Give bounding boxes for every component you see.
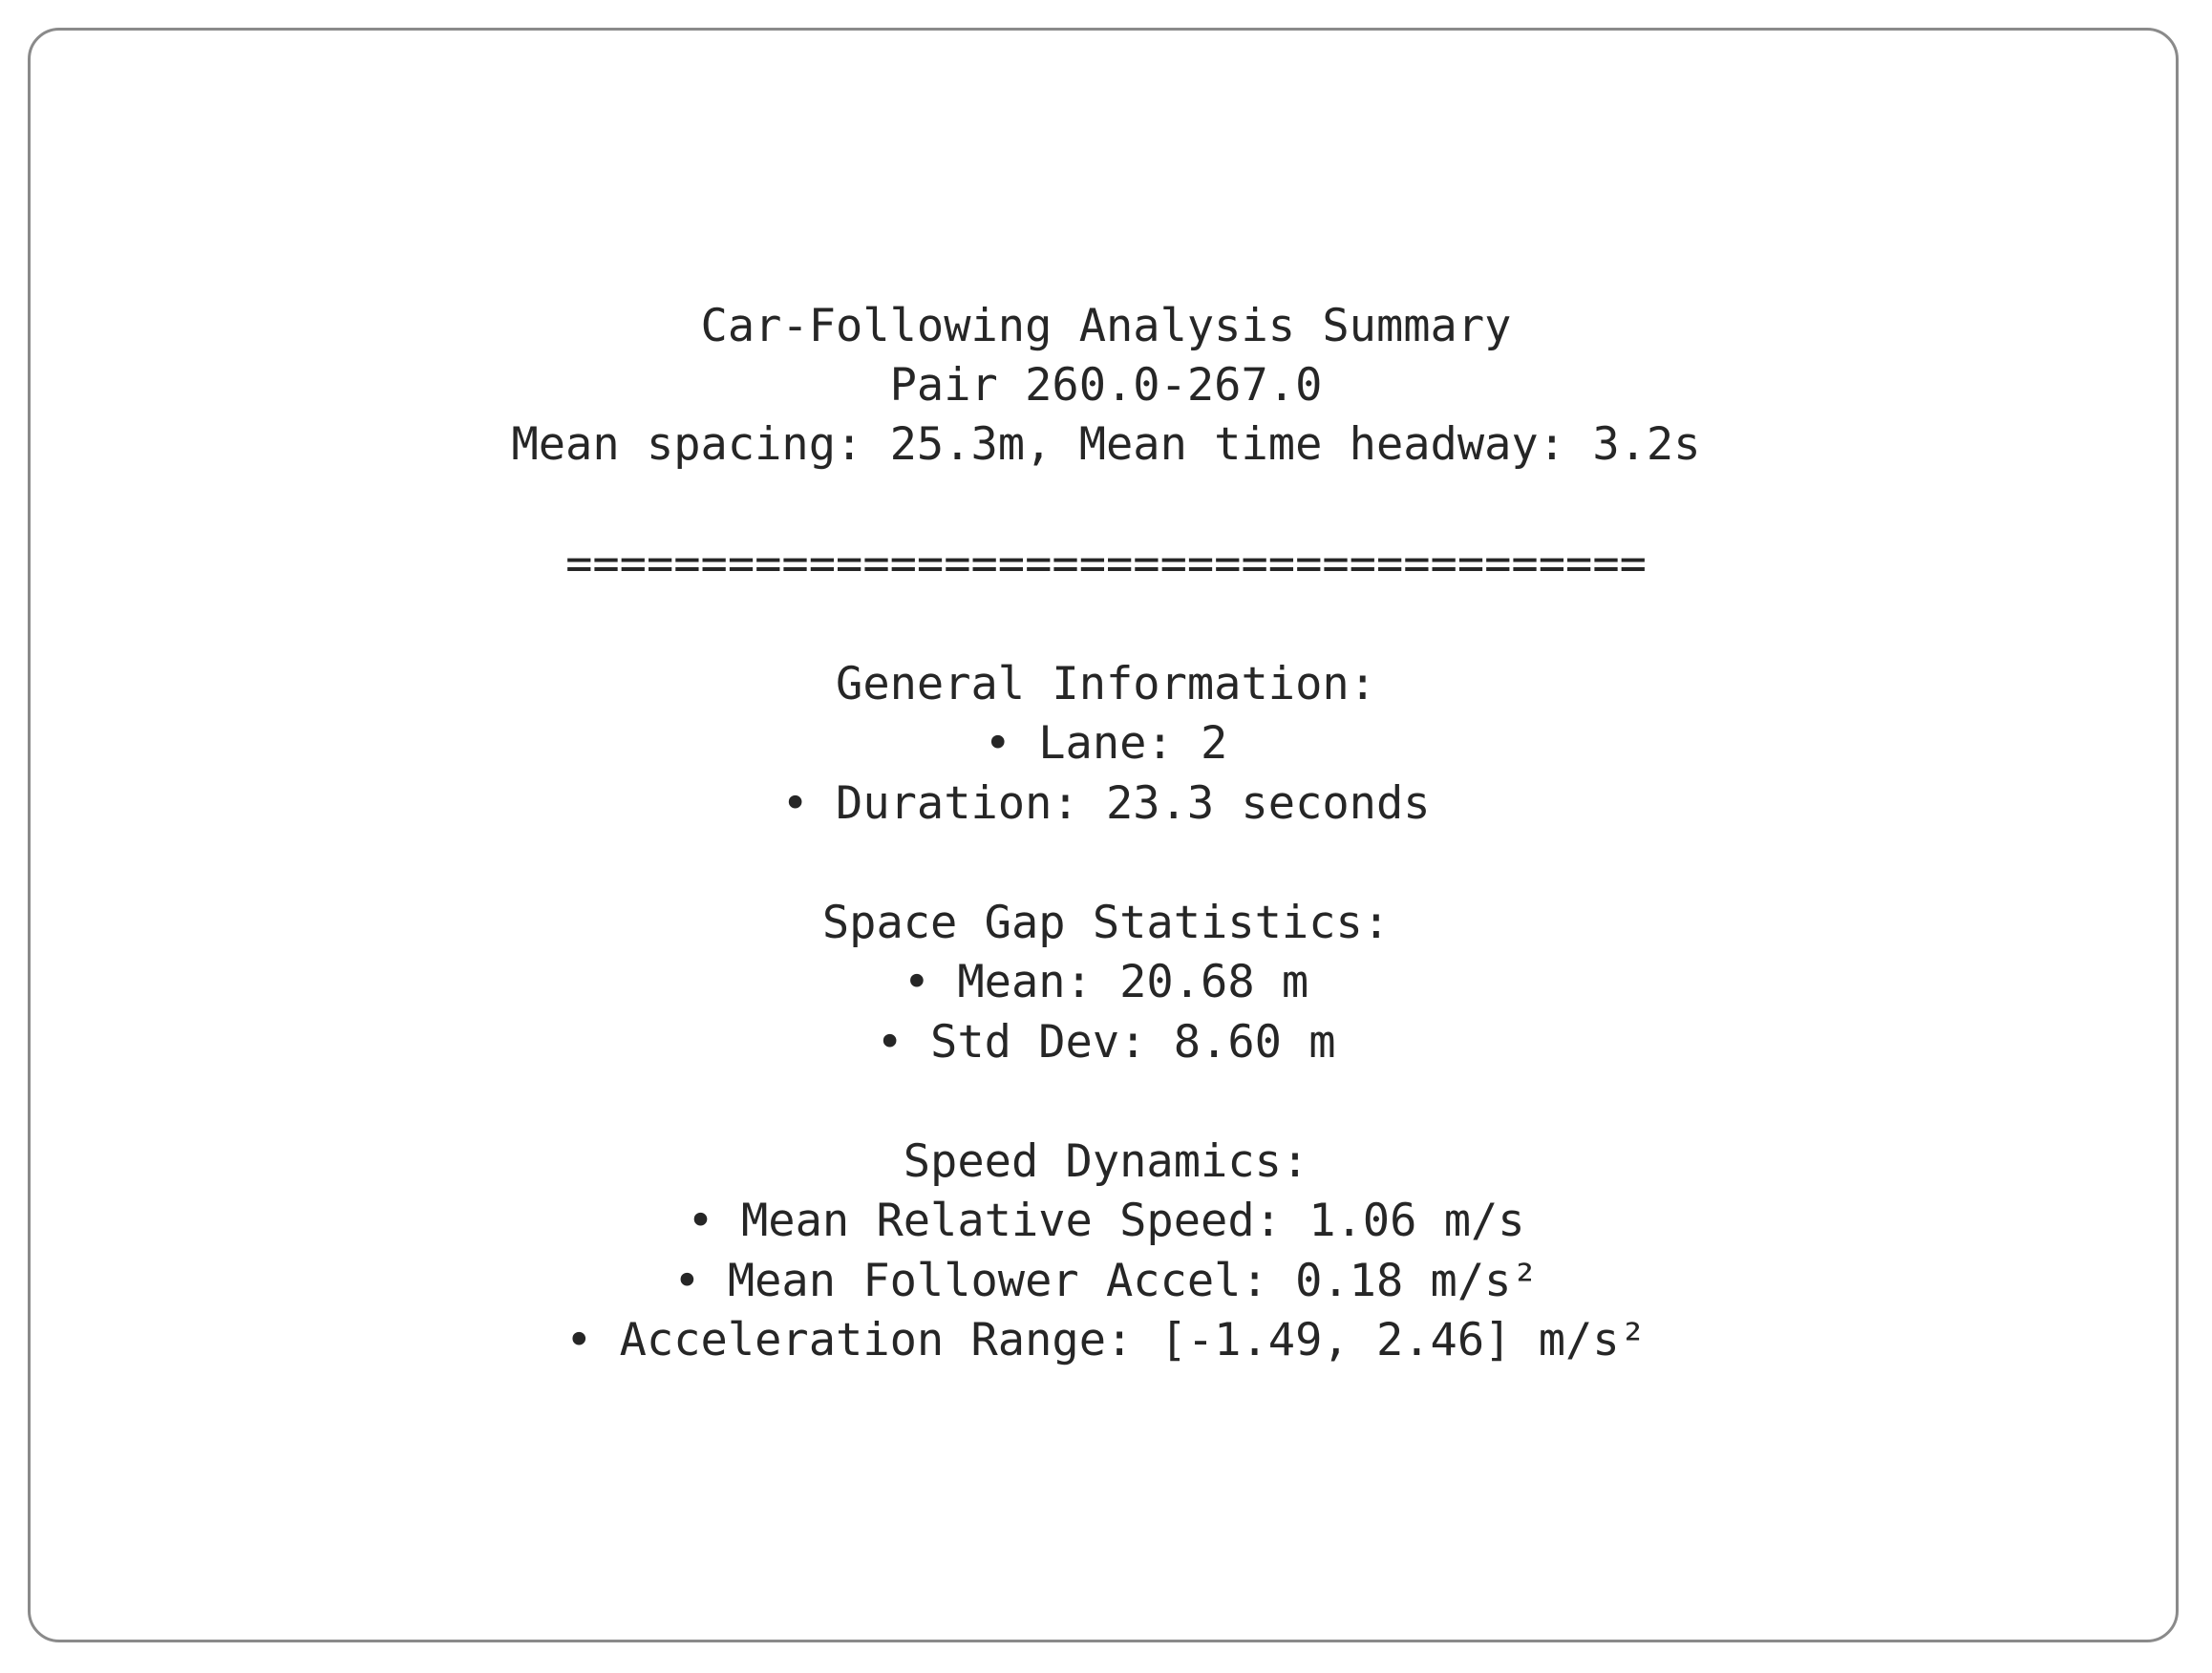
- lane-item: • Lane: 2: [984, 717, 1228, 770]
- mean-follower-accel-item: • Mean Follower Accel: 0.18 m/s²: [673, 1255, 1539, 1307]
- acceleration-range-item: • Acceleration Range: [-1.49, 2.46] m/s²: [565, 1314, 1647, 1366]
- summary-text-block: Car-Following Analysis Summary Pair 260.…: [511, 300, 1701, 1366]
- summary-panel: [28, 28, 2179, 1642]
- overview-line: Mean spacing: 25.3m, Mean time headway: …: [511, 418, 1701, 471]
- general-info-heading: General Information:: [836, 658, 1376, 710]
- duration-item: • Duration: 23.3 seconds: [781, 777, 1431, 830]
- separator-line: ========================================: [565, 538, 1647, 590]
- summary-title: Car-Following Analysis Summary: [700, 300, 1512, 352]
- space-gap-heading: Space Gap Statistics:: [821, 897, 1391, 949]
- space-gap-std-item: • Std Dev: 8.60 m: [876, 1016, 1336, 1069]
- space-gap-mean-item: • Mean: 20.68 m: [903, 956, 1309, 1008]
- mean-relative-speed-item: • Mean Relative Speed: 1.06 m/s: [687, 1195, 1525, 1247]
- speed-dynamics-heading: Speed Dynamics:: [903, 1135, 1309, 1188]
- pair-label: Pair 260.0-267.0: [889, 359, 1323, 412]
